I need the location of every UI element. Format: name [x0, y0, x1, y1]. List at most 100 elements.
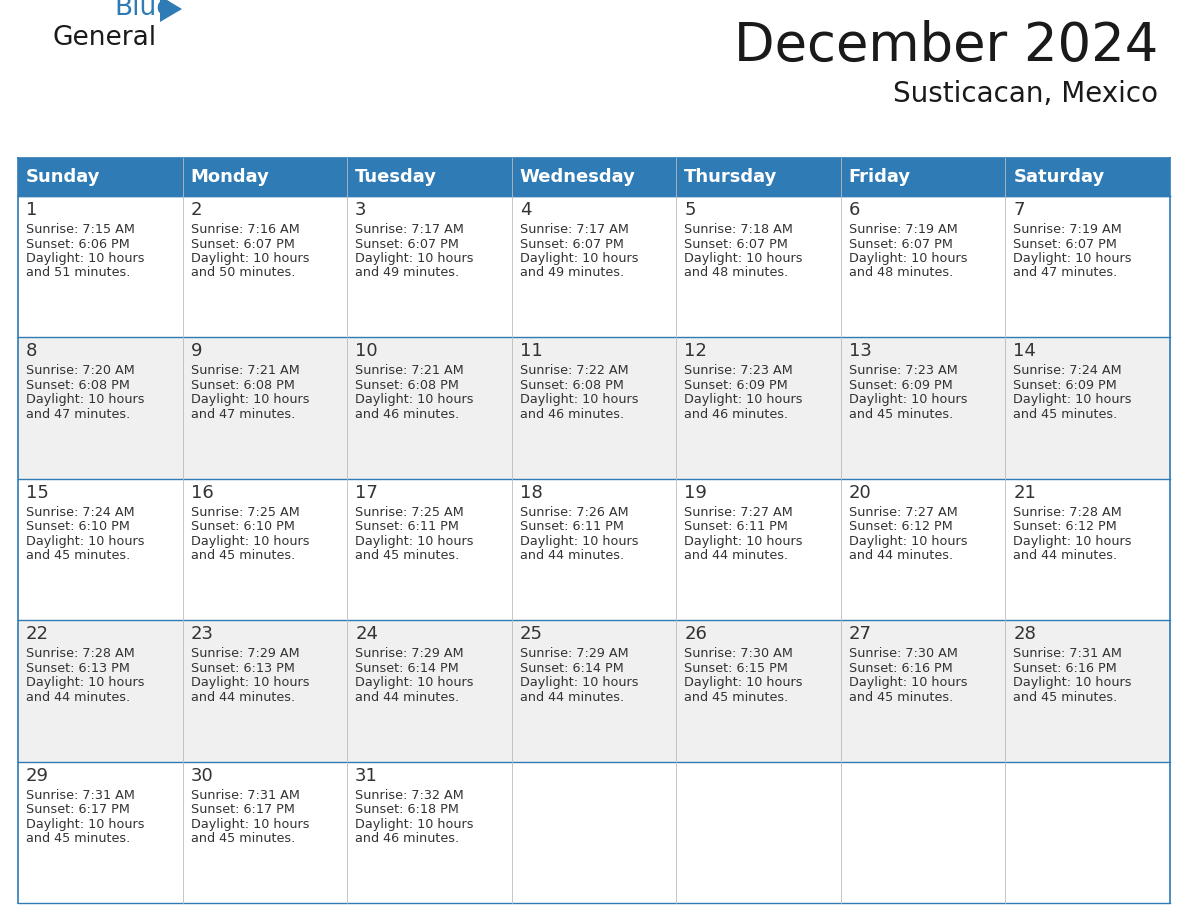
Text: and 47 minutes.: and 47 minutes. [1013, 266, 1118, 279]
Bar [1005, 338, 1170, 479]
Text: and 45 minutes.: and 45 minutes. [190, 832, 295, 845]
Text: Blue: Blue [114, 0, 172, 21]
Text: Daylight: 10 hours: Daylight: 10 hours [26, 818, 145, 831]
Text: and 45 minutes.: and 45 minutes. [684, 690, 789, 704]
Text: Wednesday: Wednesday [519, 168, 636, 186]
Text: Sunrise: 7:31 AM: Sunrise: 7:31 AM [190, 789, 299, 801]
Text: Susticacan, Mexico: Susticacan, Mexico [893, 80, 1158, 108]
Text: Sunrise: 7:25 AM: Sunrise: 7:25 AM [190, 506, 299, 519]
Text: 15: 15 [26, 484, 49, 502]
Text: and 46 minutes.: and 46 minutes. [684, 408, 789, 420]
Text: Saturday: Saturday [1013, 168, 1105, 186]
Text: Sunset: 6:08 PM: Sunset: 6:08 PM [519, 379, 624, 392]
Text: Sunset: 6:08 PM: Sunset: 6:08 PM [190, 379, 295, 392]
Text: Daylight: 10 hours: Daylight: 10 hours [355, 394, 474, 407]
Text: and 51 minutes.: and 51 minutes. [26, 266, 131, 279]
Text: Sunset: 6:06 PM: Sunset: 6:06 PM [26, 238, 129, 251]
Text: Daylight: 10 hours: Daylight: 10 hours [1013, 677, 1132, 689]
Bar [347, 196, 512, 338]
Text: Daylight: 10 hours: Daylight: 10 hours [1013, 535, 1132, 548]
Text: Sunset: 6:07 PM: Sunset: 6:07 PM [849, 238, 953, 251]
Text: and 44 minutes.: and 44 minutes. [1013, 549, 1118, 563]
Text: Sunset: 6:08 PM: Sunset: 6:08 PM [355, 379, 459, 392]
Text: Thursday: Thursday [684, 168, 778, 186]
Text: 27: 27 [849, 625, 872, 644]
Text: Sunset: 6:18 PM: Sunset: 6:18 PM [355, 803, 459, 816]
Text: Sunday: Sunday [26, 168, 101, 186]
Text: and 44 minutes.: and 44 minutes. [190, 690, 295, 704]
Text: 29: 29 [26, 767, 49, 785]
Text: Sunset: 6:12 PM: Sunset: 6:12 PM [849, 521, 953, 533]
Text: and 50 minutes.: and 50 minutes. [190, 266, 295, 279]
Text: Sunset: 6:10 PM: Sunset: 6:10 PM [26, 521, 129, 533]
Bar [841, 338, 1005, 479]
Text: 30: 30 [190, 767, 214, 785]
Text: Sunset: 6:16 PM: Sunset: 6:16 PM [1013, 662, 1117, 675]
Bar [841, 479, 1005, 621]
Text: 16: 16 [190, 484, 214, 502]
Text: Daylight: 10 hours: Daylight: 10 hours [26, 677, 145, 689]
Text: Sunset: 6:07 PM: Sunset: 6:07 PM [355, 238, 459, 251]
Bar [183, 338, 347, 479]
Text: Daylight: 10 hours: Daylight: 10 hours [190, 818, 309, 831]
Bar [347, 479, 512, 621]
Bar [183, 196, 347, 338]
Text: 3: 3 [355, 201, 367, 219]
Text: Sunrise: 7:19 AM: Sunrise: 7:19 AM [849, 223, 958, 236]
Bar [1005, 196, 1170, 338]
Text: Sunset: 6:17 PM: Sunset: 6:17 PM [26, 803, 129, 816]
Text: Sunrise: 7:22 AM: Sunrise: 7:22 AM [519, 364, 628, 377]
Polygon shape [160, 0, 182, 22]
Bar [1005, 762, 1170, 903]
Bar [512, 158, 676, 196]
Text: Sunrise: 7:17 AM: Sunrise: 7:17 AM [355, 223, 465, 236]
Text: Sunrise: 7:24 AM: Sunrise: 7:24 AM [26, 506, 134, 519]
Text: and 49 minutes.: and 49 minutes. [519, 266, 624, 279]
Bar [676, 158, 841, 196]
Text: Sunrise: 7:30 AM: Sunrise: 7:30 AM [849, 647, 958, 660]
Text: 31: 31 [355, 767, 378, 785]
Text: Daylight: 10 hours: Daylight: 10 hours [684, 535, 803, 548]
Text: Sunrise: 7:26 AM: Sunrise: 7:26 AM [519, 506, 628, 519]
Text: Sunrise: 7:20 AM: Sunrise: 7:20 AM [26, 364, 134, 377]
Text: Daylight: 10 hours: Daylight: 10 hours [684, 394, 803, 407]
Bar [347, 762, 512, 903]
Text: 28: 28 [1013, 625, 1036, 644]
Text: and 47 minutes.: and 47 minutes. [190, 408, 295, 420]
Text: Sunrise: 7:32 AM: Sunrise: 7:32 AM [355, 789, 463, 801]
Text: 4: 4 [519, 201, 531, 219]
Text: Sunset: 6:17 PM: Sunset: 6:17 PM [190, 803, 295, 816]
Text: and 47 minutes.: and 47 minutes. [26, 408, 131, 420]
Bar [512, 196, 676, 338]
Text: Sunrise: 7:29 AM: Sunrise: 7:29 AM [190, 647, 299, 660]
Text: Sunset: 6:09 PM: Sunset: 6:09 PM [1013, 379, 1117, 392]
Text: Sunrise: 7:17 AM: Sunrise: 7:17 AM [519, 223, 628, 236]
Text: Daylight: 10 hours: Daylight: 10 hours [355, 818, 474, 831]
Text: Sunset: 6:15 PM: Sunset: 6:15 PM [684, 662, 788, 675]
Text: and 44 minutes.: and 44 minutes. [26, 690, 131, 704]
Text: Sunrise: 7:28 AM: Sunrise: 7:28 AM [1013, 506, 1123, 519]
Text: Sunset: 6:07 PM: Sunset: 6:07 PM [1013, 238, 1117, 251]
Text: 24: 24 [355, 625, 378, 644]
Bar [18, 338, 183, 479]
Text: 11: 11 [519, 342, 543, 361]
Text: and 44 minutes.: and 44 minutes. [849, 549, 953, 563]
Text: 18: 18 [519, 484, 543, 502]
Text: Sunrise: 7:18 AM: Sunrise: 7:18 AM [684, 223, 794, 236]
Text: 22: 22 [26, 625, 49, 644]
Text: 7: 7 [1013, 201, 1025, 219]
Text: Tuesday: Tuesday [355, 168, 437, 186]
Text: 13: 13 [849, 342, 872, 361]
Text: Daylight: 10 hours: Daylight: 10 hours [849, 252, 967, 265]
Text: 6: 6 [849, 201, 860, 219]
Text: Sunset: 6:13 PM: Sunset: 6:13 PM [26, 662, 129, 675]
Text: 21: 21 [1013, 484, 1036, 502]
Text: Daylight: 10 hours: Daylight: 10 hours [849, 677, 967, 689]
Text: Sunrise: 7:15 AM: Sunrise: 7:15 AM [26, 223, 135, 236]
Bar [347, 158, 512, 196]
Text: Sunrise: 7:23 AM: Sunrise: 7:23 AM [849, 364, 958, 377]
Text: and 44 minutes.: and 44 minutes. [355, 690, 460, 704]
Text: 23: 23 [190, 625, 214, 644]
Text: Sunset: 6:10 PM: Sunset: 6:10 PM [190, 521, 295, 533]
Text: Daylight: 10 hours: Daylight: 10 hours [26, 535, 145, 548]
